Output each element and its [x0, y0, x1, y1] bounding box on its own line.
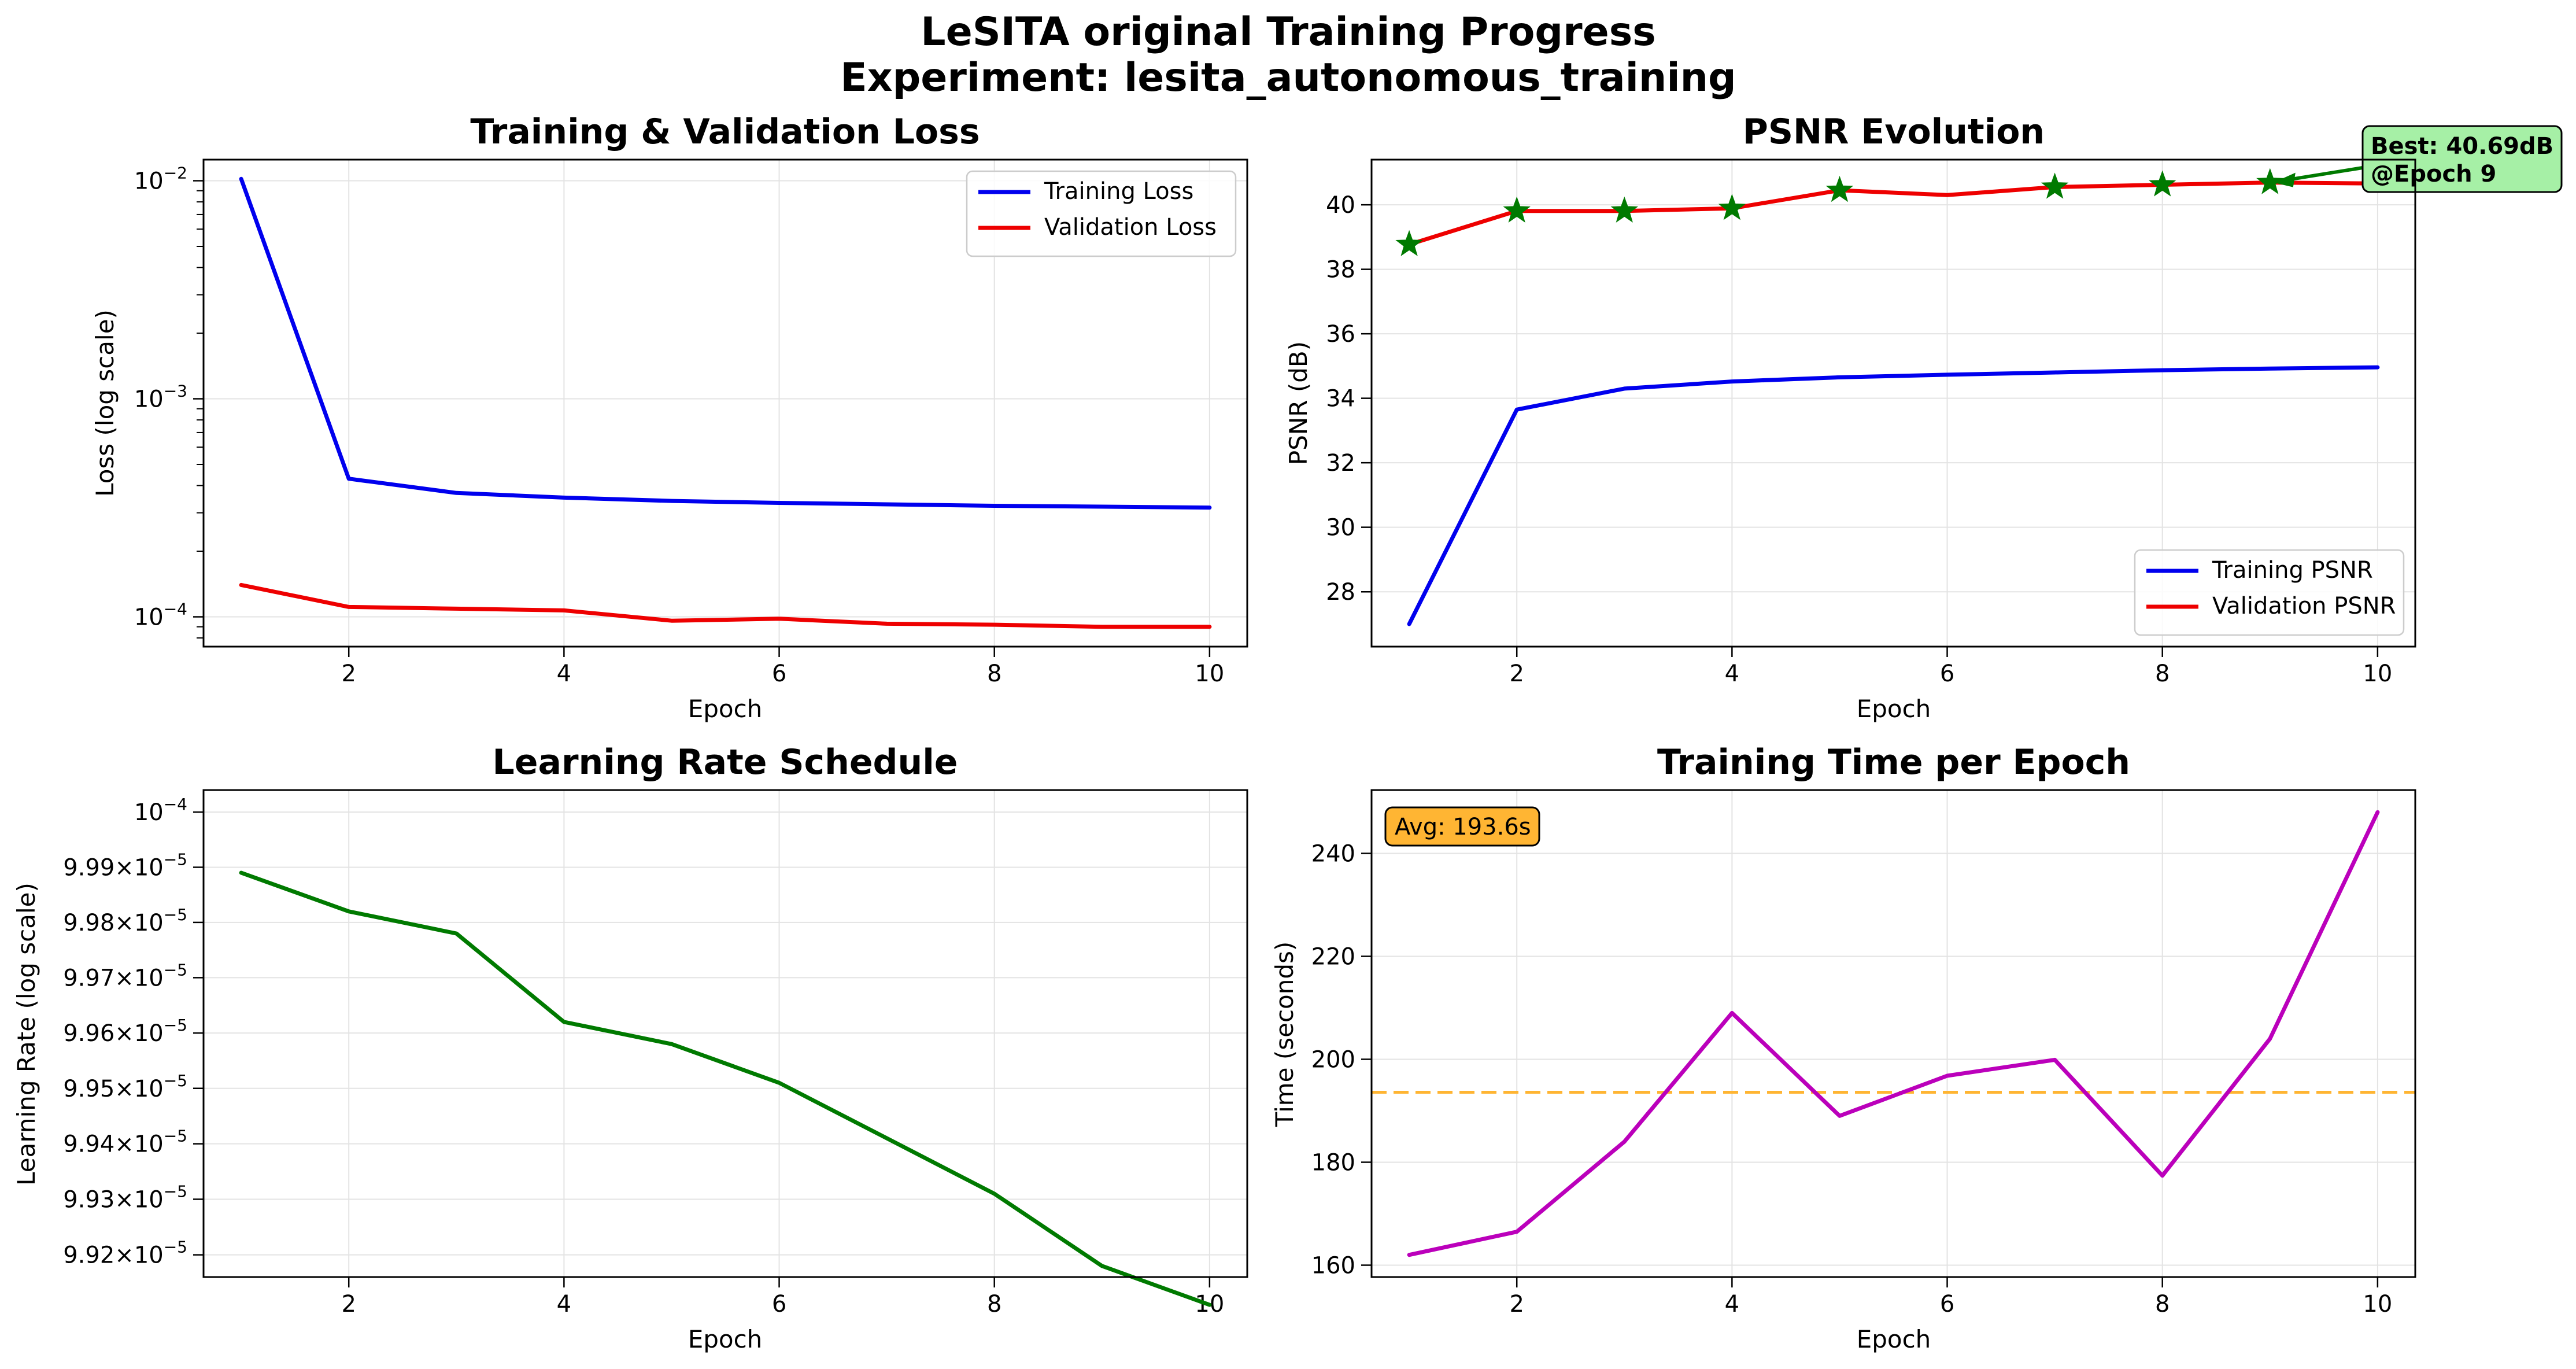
x-tick-label: 6 [1940, 1291, 1954, 1318]
star-marker [1503, 196, 1531, 223]
psnr-chart-ylabel: PSNR (dB) [1284, 341, 1313, 465]
legend-box [966, 170, 1237, 257]
time-series-line [1407, 810, 2380, 1257]
learning-rate-chart-title: Learning Rate Schedule [493, 742, 958, 783]
y-tick-label: 38 [1326, 257, 1355, 283]
legend-entry: Training Loss [1044, 178, 1193, 205]
epoch-time-chart-xlabel: Epoch [1857, 1325, 1931, 1353]
y-tick-label: 10−2 [134, 164, 187, 195]
x-tick-label: 8 [2155, 660, 2170, 687]
legend-entry: Training PSNR [2212, 557, 2373, 584]
star-marker [1395, 230, 1423, 256]
y-tick-label: 30 [1326, 515, 1355, 541]
psnr-chart: PSNR Evolution Epoch PSNR (dB) 2 4 6 8 10 28 3… [1284, 112, 2563, 723]
x-tick-label: 2 [1509, 660, 1524, 687]
learning-rate-chart-ylabel: Learning Rate (log scale) [12, 883, 40, 1186]
y-tick-label: 9.97×10−5 [63, 960, 187, 991]
y-tick-label: 10−3 [134, 382, 187, 413]
loss-chart-title: Training & Validation Loss [470, 112, 980, 152]
y-tick-label: 180 [1311, 1150, 1355, 1176]
epoch-time-chart: Training Time per Epoch Epoch Time (seco… [1270, 742, 2416, 1353]
x-tick-label: 10 [1195, 660, 1224, 687]
y-tick-label: 34 [1326, 386, 1355, 412]
y-tick-label: 9.92×10−5 [63, 1238, 187, 1269]
x-tick-label: 6 [772, 660, 786, 687]
x-tick-label: 6 [772, 1291, 786, 1318]
learning-rate-chart-xlabel: Epoch [688, 1325, 763, 1353]
x-tick-label: 2 [341, 660, 356, 687]
axes-frame [1370, 158, 2416, 648]
y-tick-label: 9.99×10−5 [63, 850, 187, 881]
x-tick-label: 4 [557, 1291, 571, 1318]
validation-psnr-line [1407, 180, 2380, 247]
psnr-chart-title: PSNR Evolution [1743, 112, 2045, 152]
learning-rate-chart: Learning Rate Schedule Epoch Learning Ra… [12, 742, 1248, 1353]
loss-chart-xlabel: Epoch [688, 695, 763, 723]
y-tick-label: 200 [1311, 1047, 1355, 1073]
y-tick-label: 9.93×10−5 [63, 1182, 187, 1213]
loss-chart-ylabel: Loss (log scale) [91, 309, 119, 497]
y-tick-label: 240 [1311, 840, 1355, 867]
x-tick-label: 8 [987, 660, 1001, 687]
legend-entry: Validation PSNR [2212, 593, 2396, 619]
x-tick-label: 2 [1509, 1291, 1524, 1318]
legend-box [2134, 549, 2405, 636]
y-tick-label: 220 [1311, 943, 1355, 970]
star-marker [2256, 168, 2284, 194]
y-tick-label: 10−4 [134, 795, 187, 826]
x-tick-label: 8 [2155, 1291, 2170, 1318]
star-marker [1610, 196, 1639, 223]
axes-frame [202, 158, 1248, 648]
average-label-box [1384, 806, 1540, 847]
training-loss-line [239, 176, 1212, 510]
y-tick-label: 160 [1311, 1253, 1355, 1279]
annotation-arrowhead [2273, 172, 2296, 187]
y-tick-label: 9.94×10−5 [63, 1127, 187, 1158]
star-marker [2149, 170, 2176, 197]
star-marker [1718, 194, 1746, 220]
y-tick-label: 9.96×10−5 [63, 1016, 187, 1047]
psnr-chart-xlabel: Epoch [1857, 695, 1931, 723]
figure-title-line2: Experiment: lesita_autonomous_training [840, 55, 1736, 101]
y-tick-label: 40 [1326, 192, 1355, 219]
x-tick-label: 4 [1725, 1291, 1739, 1318]
epoch-time-chart-ylabel: Time (seconds) [1270, 942, 1299, 1128]
star-marker [2041, 172, 2069, 199]
lr-series-line [239, 870, 1212, 1307]
annotation-line2: @Epoch 9 [2371, 161, 2496, 187]
x-tick-label: 4 [1725, 660, 1739, 687]
x-tick-label: 10 [2363, 1291, 2392, 1318]
y-tick-label: 28 [1326, 579, 1355, 606]
x-tick-label: 10 [2363, 660, 2392, 687]
figure-title-line1: LeSITA original Training Progress [921, 9, 1655, 55]
average-label: Avg: 193.6s [1395, 814, 1531, 840]
loss-chart: Training & Validation Loss Epoch Loss (l… [91, 112, 1248, 723]
axes-frame [202, 789, 1248, 1278]
y-tick-label: 9.95×10−5 [63, 1071, 187, 1102]
y-tick-label: 36 [1326, 321, 1355, 348]
legend-entry: Validation Loss [1044, 214, 1217, 241]
y-tick-label: 10−4 [134, 599, 187, 630]
x-tick-label: 6 [1940, 660, 1954, 687]
axes-frame [1370, 789, 2416, 1278]
y-tick-label: 9.98×10−5 [63, 905, 187, 936]
validation-loss-line [239, 582, 1212, 629]
legend: Training PSNR Validation PSNR [2134, 549, 2405, 636]
annotation-line1: Best: 40.69dB [2371, 133, 2553, 160]
x-tick-label: 8 [987, 1291, 1001, 1318]
star-marker [1825, 176, 1854, 202]
epoch-time-chart-title: Training Time per Epoch [1657, 742, 2130, 783]
y-tick-label: 32 [1326, 450, 1355, 477]
legend: Training Loss Validation Loss [966, 170, 1237, 257]
x-tick-label: 2 [341, 1291, 356, 1318]
x-tick-label: 4 [557, 660, 571, 687]
training-psnr-line [1407, 365, 2380, 626]
